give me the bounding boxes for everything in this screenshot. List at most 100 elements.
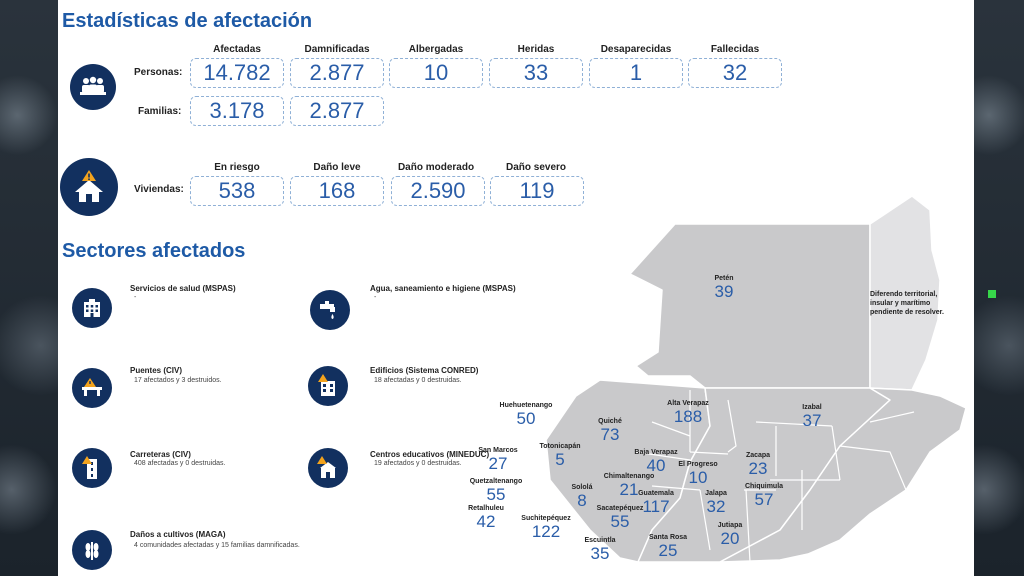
dept-value: 55 — [610, 512, 630, 531]
personas-label: Personas: — [134, 67, 183, 78]
dept-santa-rosa: Santa Rosa 25 — [623, 534, 713, 560]
stats-title: Estadísticas de afectación — [62, 10, 313, 32]
dept-value: 21 — [619, 480, 639, 499]
region-east — [719, 387, 967, 563]
dept-name: Guatemala — [638, 490, 674, 497]
header-dano-severo: Daño severo — [505, 162, 567, 173]
dept-value: 57 — [754, 490, 774, 509]
header-heridas: Heridas — [517, 44, 555, 55]
dept-name: Totonicapán — [539, 443, 581, 450]
sector-cultivos-title: Daños a cultivos (MAGA) — [130, 530, 226, 539]
sector-agua-desc: - — [374, 294, 377, 301]
dept-peten: Petén 39 — [679, 275, 769, 301]
viviendas-dano-severo-value: 119 — [490, 176, 584, 206]
dept-value: 40 — [646, 456, 666, 475]
school-icon — [308, 448, 348, 488]
personas-damnificadas-value: 2.877 — [290, 58, 384, 88]
viviendas-label: Viviendas: — [134, 184, 184, 195]
dept-value: 35 — [590, 544, 610, 563]
dept-value: 23 — [748, 459, 768, 478]
sector-edificios-title: Edificios (Sistema CONRED) — [370, 366, 479, 375]
sector-salud-title: Servicios de salud (MSPAS) — [130, 284, 236, 293]
dept-name: Baja Verapaz — [634, 449, 678, 456]
sector-educativos-title: Centros educativos (MINEDUC) — [370, 450, 490, 459]
dept-name: Chimaltenango — [603, 473, 655, 480]
dept-name: Chiquimula — [744, 483, 784, 490]
dept-name: Quiché — [598, 418, 622, 425]
building-icon — [308, 366, 348, 406]
dept-value: 5 — [555, 450, 565, 469]
dept-value: 117 — [642, 497, 670, 516]
sector-cultivos-desc: 4 comunidades afectadas y 15 familias da… — [134, 542, 300, 549]
sector-puentes-title: Puentes (CIV) — [130, 366, 183, 375]
dept-baja-verapaz: Baja Verapaz 40 — [611, 449, 701, 475]
dept-name: Quetzaltenango — [469, 478, 523, 485]
green-marker — [988, 290, 996, 298]
dept-escuintla: Escuintla 35 — [555, 537, 645, 563]
dept-value: 39 — [714, 282, 734, 301]
dept-quiche: Quiché 73 — [565, 418, 655, 444]
header-afectadas: Afectadas — [213, 44, 261, 55]
header-desaparecidas: Desaparecidas — [600, 44, 672, 55]
dept-zacapa: Zacapa 23 — [713, 452, 803, 478]
dept-name: Retalhuleu — [468, 505, 504, 512]
dept-name: Izabal — [802, 404, 822, 411]
dept-chimaltenango: Chimaltenango 21 — [584, 473, 674, 499]
dept-retalhuleu: Retalhuleu 42 — [441, 505, 531, 531]
dept-name: Escuintla — [584, 537, 616, 544]
region-peten — [629, 223, 871, 389]
header-dano-moderado: Daño moderado — [397, 162, 475, 173]
dept-quetzaltenango: Quetzaltenango 55 — [451, 478, 541, 504]
dept-value: 188 — [673, 407, 703, 426]
dept-suchitepequez: Suchitepéquez 122 — [501, 515, 591, 541]
dept-name: Jalapa — [705, 490, 727, 497]
dept-huehuetenango: Huehuetenango 50 — [481, 402, 571, 428]
dept-jutiapa: Jutiapa 20 — [685, 522, 775, 548]
dept-san-marcos: San Marcos 27 — [453, 447, 543, 473]
dept-value: 25 — [658, 541, 678, 560]
dept-value: 32 — [706, 497, 726, 516]
personas-fallecidas-value: 32 — [688, 58, 782, 88]
sector-agua-title: Agua, saneamiento e higiene (MSPAS) — [370, 284, 516, 293]
dept-el-progreso: El Progreso 10 — [653, 461, 743, 487]
personas-heridas-value: 33 — [489, 58, 583, 88]
dept-name: Jutiapa — [717, 522, 743, 529]
hospital-icon — [72, 288, 112, 328]
sector-educativos-desc: 19 afectados y 0 destruidas. — [374, 460, 462, 467]
header-dano-leve: Daño leve — [313, 162, 361, 173]
personas-afectadas-value: 14.782 — [190, 58, 284, 88]
guatemala-map — [545, 195, 967, 563]
dept-name: Zacapa — [745, 452, 771, 459]
road-icon — [72, 448, 112, 488]
familias-damnificadas-value: 2.877 — [290, 96, 384, 126]
dept-value: 20 — [720, 529, 740, 548]
sector-carreteras-title: Carreteras (CIV) — [130, 450, 191, 459]
dept-name: Suchitepéquez — [521, 515, 571, 522]
dept-name: Sololá — [571, 484, 593, 491]
dept-value: 55 — [486, 485, 506, 504]
dept-name: Santa Rosa — [648, 534, 688, 541]
dept-name: San Marcos — [478, 447, 518, 454]
map-note: Diferendo territorial, insular y marítim… — [870, 291, 944, 316]
sector-edificios-desc: 18 afectadas y 0 destruidas. — [374, 377, 462, 384]
sector-carreteras-desc: 408 afectadas y 0 destruidas. — [134, 460, 226, 467]
dept-guatemala: Guatemala 117 — [611, 490, 701, 516]
dept-value: 27 — [488, 454, 508, 473]
viviendas-dano-leve-value: 168 — [290, 176, 384, 206]
viviendas-dano-moderado-value: 2.590 — [391, 176, 485, 206]
dept-name: Petén — [714, 275, 734, 282]
header-albergadas: Albergadas — [408, 44, 464, 55]
familias-afectadas-value: 3.178 — [190, 96, 284, 126]
dept-sacatepequez: Sacatepéquez 55 — [575, 505, 665, 531]
dept-name: Alta Verapaz — [667, 400, 709, 407]
sector-salud-desc: - — [134, 294, 137, 301]
bridge-icon — [72, 368, 112, 408]
dept-chiquimula: Chiquimula 57 — [719, 483, 809, 509]
water-tap-icon — [310, 290, 350, 330]
personas-albergadas-value: 10 — [389, 58, 483, 88]
people-group-icon — [70, 64, 116, 110]
dept-name: El Progreso — [678, 461, 718, 468]
dept-jalapa: Jalapa 32 — [671, 490, 761, 516]
dept-izabal: Izabal 37 — [767, 404, 857, 430]
dept-totonicapan: Totonicapán 5 — [515, 443, 605, 469]
